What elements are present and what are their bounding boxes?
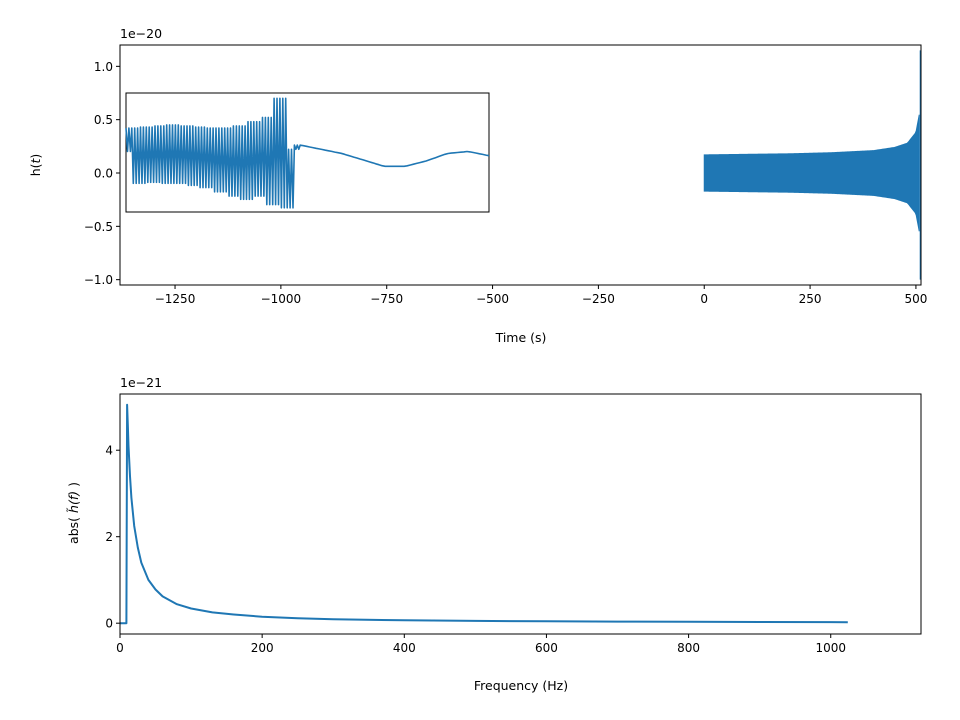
time-y-axis-label: h(t) [28,154,43,177]
time-plot-frame [119,44,922,286]
frequency-x-ticks: 0 200 400 600 800 1000 [116,634,846,655]
time-y-ticks: 1.0 0.5 0.0 −0.5 −1.0 [84,60,120,287]
frequency-y-label-var: h̃(f) [66,491,81,513]
time-x-tick-label: −250 [582,292,615,306]
time-y-tick-label: 1.0 [94,60,113,74]
time-x-tick-label: −1250 [155,292,196,306]
time-y-tick-label: −0.5 [84,220,113,234]
time-x-tick-label: 250 [799,292,822,306]
frequency-y-tick-label: 0 [105,617,113,631]
frequency-x-axis-label: Frequency (Hz) [474,678,568,693]
time-domain-plot: −1250 −1000 −750 −500 −250 0 250 500 1.0 0.5 0.0 −… [28,26,927,345]
time-x-tick-label: −750 [370,292,403,306]
time-x-tick-label: −500 [476,292,509,306]
time-y-tick-label: 0.5 [94,113,113,127]
time-x-ticks: −1250 −1000 −750 −500 −250 0 250 500 [155,285,927,306]
frequency-x-tick-label: 800 [677,641,700,655]
time-y-tick-label: −1.0 [84,273,113,287]
time-y-tick-label: 0.0 [94,167,113,181]
spectrum-line [120,403,848,625]
frequency-y-label-prefix: abs( [66,513,81,544]
time-y-label-var: t [28,157,43,163]
time-x-tick-label: 500 [904,292,927,306]
frequency-x-tick-label: 400 [393,641,416,655]
frequency-x-tick-label: 200 [251,641,274,655]
frequency-y-tick-label: 2 [105,530,113,544]
frequency-x-tick-label: 0 [116,641,124,655]
frequency-x-tick-label: 1000 [815,641,846,655]
frequency-offset-label: 1e−21 [120,375,162,390]
frequency-plot-frame [119,393,922,635]
frequency-y-label-suffix: ) [66,482,81,491]
time-x-tick-label: −1000 [261,292,302,306]
inset-waveform [125,97,490,209]
time-y-label-suffix: ) [28,154,43,159]
spectrum-series [120,403,848,625]
strain-band [703,114,920,232]
time-x-tick-label: 0 [700,292,708,306]
time-offset-label: 1e−20 [120,26,162,41]
frequency-y-tick-label: 4 [105,444,113,458]
time-y-label-prefix: h( [28,163,43,176]
frequency-domain-plot: 0 200 400 600 800 1000 4 2 0 1e−21 Frequency (H… [66,375,922,693]
frequency-y-ticks: 4 2 0 [105,444,120,631]
frequency-x-tick-label: 600 [535,641,558,655]
frequency-y-axis-label: abs( h̃(f) ) [66,482,81,544]
time-x-axis-label: Time (s) [495,330,547,345]
inset-plot [125,92,490,213]
